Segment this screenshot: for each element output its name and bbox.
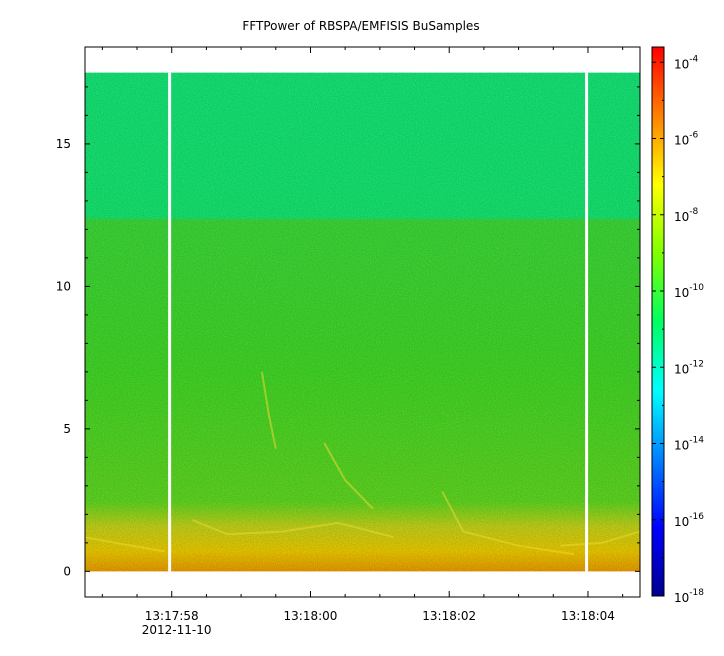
colorbar: 10-4 10-6 10-8 10-10 10-12 10-14 10-16 10-18 [651,46,704,605]
colorbar-tick-label: 10-16 [674,512,704,529]
emission-trace [84,536,165,553]
emission-trace [323,442,374,510]
chart-title: FFTPower of RBSPA/EMFISIS BuSamples [242,19,479,33]
data-gap [585,72,589,572]
colorbar-tick-label: 10-10 [674,283,704,300]
colorbar-tick-label: 10-6 [674,131,699,148]
y-tick-label: 0 [63,564,71,578]
colorbar-tick-label: 10-12 [674,359,704,376]
x-tick-label: 13:17:58 [145,609,199,623]
y-tick-label: 15 [56,137,71,151]
y-axis: 0 5 10 15 [56,86,640,578]
data-gap [168,72,172,572]
heatmap-image [84,72,641,572]
emission-trace [260,371,277,450]
colorbar-gradient [651,46,665,597]
colorbar-tick-label: 10-8 [674,207,699,224]
emission-trace [560,530,641,547]
x-tick-date-label: 2012-11-10 [142,623,212,637]
plot-frame [84,46,641,598]
emission-trace [441,491,575,556]
emission-trace [192,519,394,539]
y-tick-label: 5 [63,422,71,436]
heatmap-noise [85,72,640,572]
y-tick-label: 10 [56,279,71,293]
x-tick-label: 13:18:04 [561,609,615,623]
colorbar-ticks: 10-4 10-6 10-8 10-10 10-12 10-14 10-16 10-18 [652,54,704,605]
data-gaps [168,72,589,572]
x-tick-label: 13:18:02 [422,609,476,623]
colorbar-tick-label: 10-4 [674,54,699,71]
colorbar-tick-label: 10-18 [674,588,704,605]
colorbar-tick-label: 10-14 [674,436,704,453]
x-tick-label: 13:18:00 [284,609,338,623]
